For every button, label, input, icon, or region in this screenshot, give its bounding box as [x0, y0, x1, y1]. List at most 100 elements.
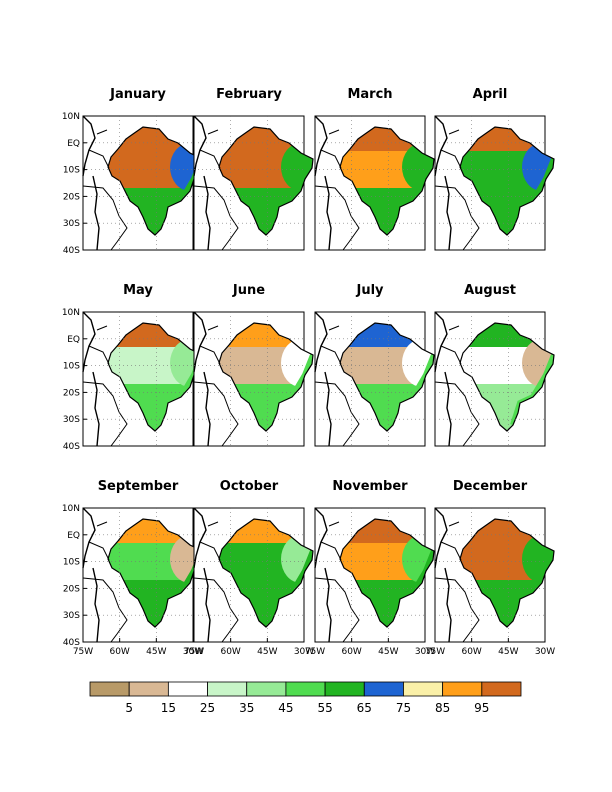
lat-tick-label: EQ	[67, 139, 80, 149]
map-panel: June	[193, 283, 314, 447]
lat-tick-label: 40S	[63, 442, 80, 452]
brazil-outline	[339, 126, 435, 236]
lon-tick-label: 60W	[220, 647, 240, 657]
coastline	[434, 115, 452, 251]
brazil-outline	[107, 126, 203, 236]
lon-tick-label: 45W	[378, 647, 398, 657]
panel-title: August	[464, 283, 516, 298]
lon-tick-label: 60W	[461, 647, 481, 657]
lat-tick-label: 40S	[63, 246, 80, 256]
lon-tick-label: 75W	[73, 647, 93, 657]
lon-tick-label: 45W	[146, 647, 166, 657]
country-borders	[82, 325, 128, 447]
panel-title: June	[232, 283, 265, 298]
country-borders	[82, 129, 128, 251]
country-borders	[193, 129, 239, 251]
colorbar: 5 15 25 35 45 55 65 75 85 95	[89, 681, 522, 715]
lat-tick-label: 20S	[63, 192, 80, 202]
lat-tick-label: 40S	[63, 638, 80, 648]
lat-tick-label: 10N	[62, 308, 80, 318]
map-panel: July	[314, 283, 435, 447]
country-borders	[314, 129, 360, 251]
lat-tick-label: 20S	[63, 388, 80, 398]
colorbar-label: 5	[125, 701, 133, 715]
country-borders	[434, 129, 480, 251]
map-panel: May 10N EQ 10S 20S 30S 40S	[62, 283, 203, 452]
coastline	[82, 507, 100, 643]
country-borders	[314, 325, 360, 447]
lon-tick-label: 30W	[183, 647, 203, 657]
coastline	[193, 507, 211, 643]
lon-tick-label: 45W	[498, 647, 518, 657]
panel-title: March	[347, 87, 392, 102]
panel-title: December	[453, 479, 528, 494]
coastline	[434, 311, 452, 447]
lon-tick-label: 30W	[294, 647, 314, 657]
lon-tick-label: 75W	[305, 647, 325, 657]
brazil-outline	[339, 322, 435, 432]
colorbar-swatch	[442, 681, 483, 697]
panel-title: April	[473, 87, 508, 102]
lon-tick-label: 75W	[184, 647, 204, 657]
lat-tick-label: 10S	[63, 362, 80, 372]
map-panel: January 10N EQ 10S 20S 30S 40S	[62, 87, 203, 256]
colorbar-label: 25	[200, 701, 215, 715]
panel-title: October	[220, 479, 279, 494]
coastline	[82, 115, 100, 251]
lat-tick-label: EQ	[67, 531, 80, 541]
brazil-outline	[459, 518, 555, 628]
lon-tick-label: 60W	[109, 647, 129, 657]
coastline	[193, 115, 211, 251]
colorbar-swatch	[324, 681, 365, 697]
lat-tick-label: 10S	[63, 166, 80, 176]
country-borders	[82, 521, 128, 643]
lat-tick-label: 10S	[63, 558, 80, 568]
brazil-outline	[107, 322, 203, 432]
panel-title: January	[109, 87, 166, 102]
brazil-outline	[459, 322, 555, 432]
colorbar-label: 75	[396, 701, 411, 715]
coastline	[82, 311, 100, 447]
colorbar-label: 45	[278, 701, 293, 715]
map-panel: March	[314, 87, 435, 251]
colorbar-label: 55	[317, 701, 332, 715]
panel-title: September	[98, 479, 179, 494]
brazil-outline	[459, 126, 555, 236]
map-panel: December 75W 60W 45W 30W	[425, 479, 555, 657]
lon-tick-label: 30W	[415, 647, 435, 657]
colorbar-label: 35	[239, 701, 254, 715]
lat-tick-label: 10N	[62, 504, 80, 514]
lon-tick-label: 75W	[425, 647, 445, 657]
country-borders	[434, 325, 480, 447]
brazil-outline	[218, 322, 314, 432]
colorbar-label: 85	[435, 701, 450, 715]
country-borders	[314, 521, 360, 643]
lat-tick-label: 30S	[63, 219, 80, 229]
coastline	[314, 311, 332, 447]
colorbar-swatch	[89, 681, 130, 697]
colorbar-swatch	[481, 681, 522, 697]
panel-title: July	[355, 283, 384, 298]
lon-tick-label: 30W	[535, 647, 555, 657]
lat-tick-label: EQ	[67, 335, 80, 345]
lon-tick-label: 45W	[257, 647, 277, 657]
coastline	[193, 311, 211, 447]
lat-tick-label: 20S	[63, 584, 80, 594]
map-panel: August	[434, 283, 555, 447]
map-panel: November 75W 60W 45W 30W	[305, 479, 435, 657]
brazil-outline	[218, 518, 314, 628]
lat-tick-label: 30S	[63, 611, 80, 621]
lon-tick-label: 60W	[341, 647, 361, 657]
map-panel: February	[193, 87, 314, 251]
brazil-outline	[339, 518, 435, 628]
brazil-outline	[218, 126, 314, 236]
brazil-outline	[107, 518, 203, 628]
colorbar-swatch	[403, 681, 444, 697]
colorbar-swatch	[285, 681, 326, 697]
country-borders	[434, 521, 480, 643]
panel-title: February	[216, 87, 282, 102]
colorbar-label: 95	[474, 701, 489, 715]
colorbar-swatch	[363, 681, 404, 697]
